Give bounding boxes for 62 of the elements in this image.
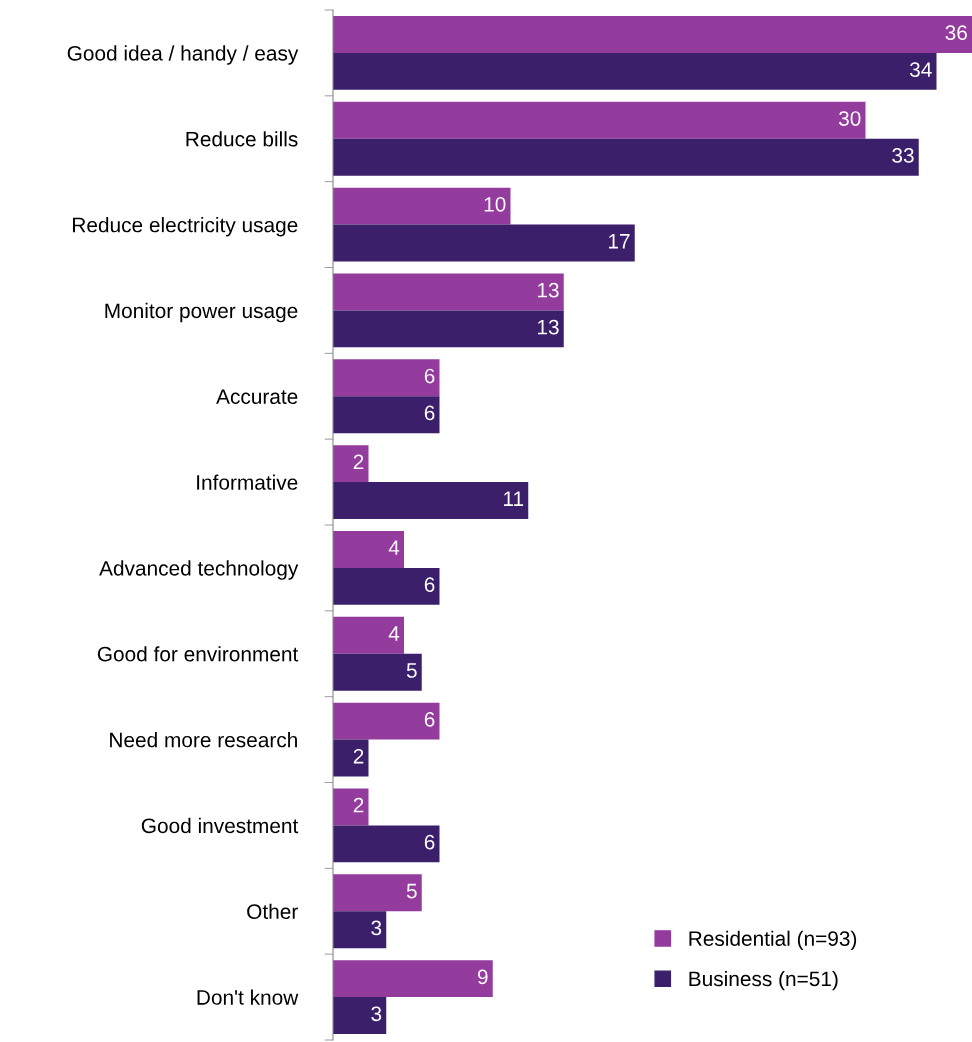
data-label: 6 <box>424 711 435 727</box>
bar <box>333 187 511 225</box>
bar <box>333 997 387 1034</box>
legend-label: Business (n=51) <box>689 970 838 991</box>
bar <box>333 224 635 262</box>
data-label: 10 <box>484 196 506 212</box>
y-tick-label: Reduce electricity usage <box>73 217 298 237</box>
bar <box>333 138 919 176</box>
data-label: 2 <box>353 748 364 764</box>
data-label: 17 <box>609 234 630 249</box>
bar <box>333 445 369 483</box>
legend-label: Residential (n=93) <box>689 930 857 951</box>
data-label: 13 <box>538 282 559 298</box>
bar <box>333 739 369 777</box>
data-label: 6 <box>424 405 435 421</box>
y-tick-label: Reduce bills <box>186 131 298 147</box>
bar <box>333 874 422 912</box>
data-label: 5 <box>406 663 417 678</box>
bar <box>333 616 404 654</box>
y-tick-label: Accurate <box>216 389 298 404</box>
y-tick-label: Good for environment <box>97 646 299 662</box>
data-label: 9 <box>477 969 488 985</box>
y-tick-label: Informative <box>197 474 298 490</box>
y-tick-label: Don't know <box>197 989 299 1005</box>
data-label: 4 <box>388 626 400 641</box>
data-label: 13 <box>538 319 559 335</box>
data-label: 5 <box>406 883 417 899</box>
y-tick-label: Monitor power usage <box>105 302 298 323</box>
data-label: 34 <box>909 62 932 77</box>
data-label: 11 <box>504 491 524 506</box>
data-label: 4 <box>388 540 400 555</box>
y-tick-label: Good idea / handy / easy <box>67 45 299 65</box>
bar <box>333 702 440 740</box>
bar <box>333 310 564 348</box>
bar <box>333 482 529 519</box>
data-label: 3 <box>371 1006 382 1022</box>
bar <box>333 273 564 311</box>
bar <box>333 825 440 863</box>
bar <box>333 911 387 949</box>
bar <box>333 567 440 605</box>
data-label: 33 <box>892 148 914 163</box>
bar <box>333 788 369 826</box>
y-tick-label: Other <box>247 903 298 919</box>
data-label: 6 <box>424 577 435 592</box>
data-label: 3 <box>371 920 382 936</box>
data-label: 36 <box>945 25 967 41</box>
bar <box>333 396 440 434</box>
bar <box>333 960 493 998</box>
bar <box>333 653 422 691</box>
data-label: 30 <box>838 111 861 126</box>
data-label: 2 <box>353 797 364 813</box>
bar <box>333 359 440 397</box>
data-label: 2 <box>353 454 364 470</box>
data-label: 6 <box>424 834 435 850</box>
y-tick-label: Need more research <box>110 732 297 748</box>
bar <box>333 531 404 568</box>
y-tick-label: Good investment <box>141 817 299 834</box>
bar <box>333 101 866 139</box>
bar <box>333 16 972 53</box>
y-tick-label: Advanced technology <box>99 560 299 580</box>
bar <box>333 52 937 90</box>
data-label: 6 <box>424 368 435 384</box>
